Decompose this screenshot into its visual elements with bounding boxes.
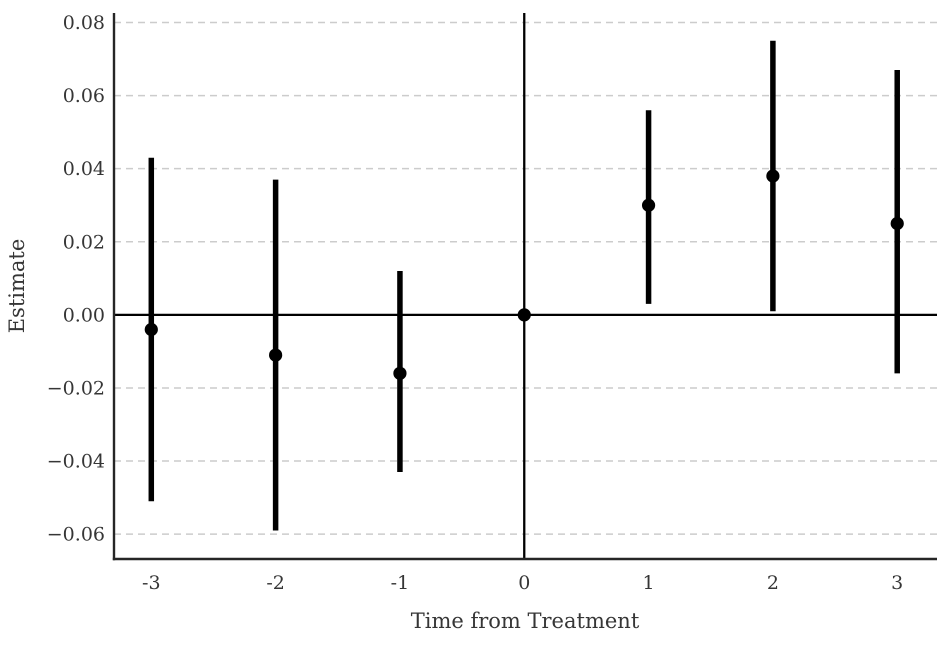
data-point	[393, 366, 407, 380]
y-tick-label: 0.02	[63, 231, 105, 253]
y-tick-label: −0.02	[47, 377, 105, 399]
data-point	[517, 308, 531, 322]
x-tick-label: -1	[391, 572, 410, 594]
y-tick-label: 0.08	[63, 12, 105, 34]
y-axis-title: Estimate	[5, 238, 29, 334]
y-tick-label: −0.06	[47, 524, 105, 546]
x-tick-label: 2	[767, 572, 779, 594]
data-point	[890, 216, 904, 231]
data-point	[641, 198, 656, 212]
x-axis-title: Time from Treatment	[410, 609, 640, 633]
y-tick-label: 0.06	[63, 85, 105, 107]
data-point	[269, 348, 283, 362]
x-tick-label: 1	[643, 572, 655, 594]
y-tick-label: 0.04	[63, 158, 105, 180]
y-tick-label: 0.00	[63, 304, 105, 326]
y-tick-label: −0.04	[47, 451, 105, 473]
x-tick-label: -3	[142, 572, 161, 594]
data-point	[766, 169, 780, 183]
x-tick-label: -2	[266, 572, 285, 594]
data-point	[144, 322, 158, 337]
x-tick-label: 0	[518, 572, 530, 594]
x-tick-label: 3	[891, 572, 903, 594]
